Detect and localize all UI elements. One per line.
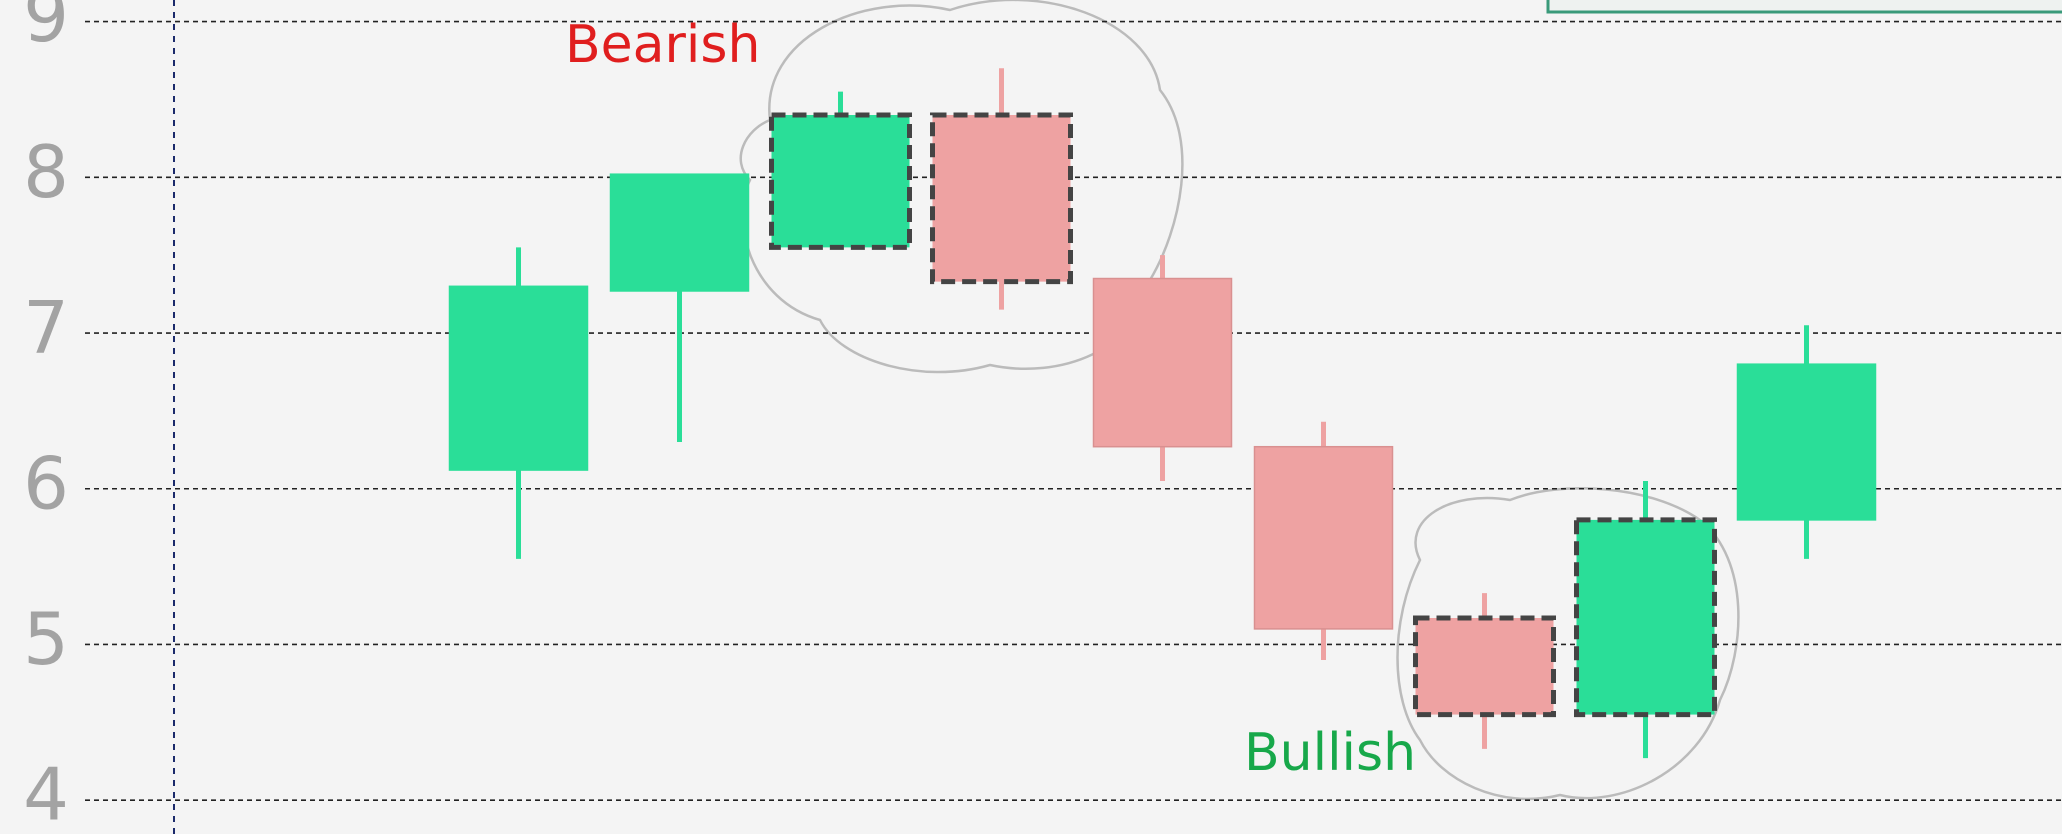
y-tick-label: 6 xyxy=(23,441,69,525)
highlight-cloud xyxy=(1396,487,1740,801)
candle-body xyxy=(1574,517,1717,718)
candle-body xyxy=(1253,445,1394,630)
candle-body xyxy=(448,285,589,471)
y-tick-label: 7 xyxy=(23,286,69,370)
candle-body xyxy=(1736,363,1877,521)
top-panel xyxy=(1546,0,2062,14)
y-tick-label: 5 xyxy=(23,597,69,681)
y-tick-label: 9 xyxy=(23,0,69,58)
candle-body xyxy=(609,173,750,292)
candle-body xyxy=(769,112,912,250)
candle-body xyxy=(1092,277,1233,448)
y-tick-label: 4 xyxy=(23,753,69,834)
y-tick-label: 8 xyxy=(23,130,69,214)
annotation: Bearish xyxy=(565,15,760,75)
annotation: Bullish xyxy=(1244,723,1416,783)
candle-body xyxy=(930,112,1073,285)
candle-body xyxy=(1413,615,1556,718)
